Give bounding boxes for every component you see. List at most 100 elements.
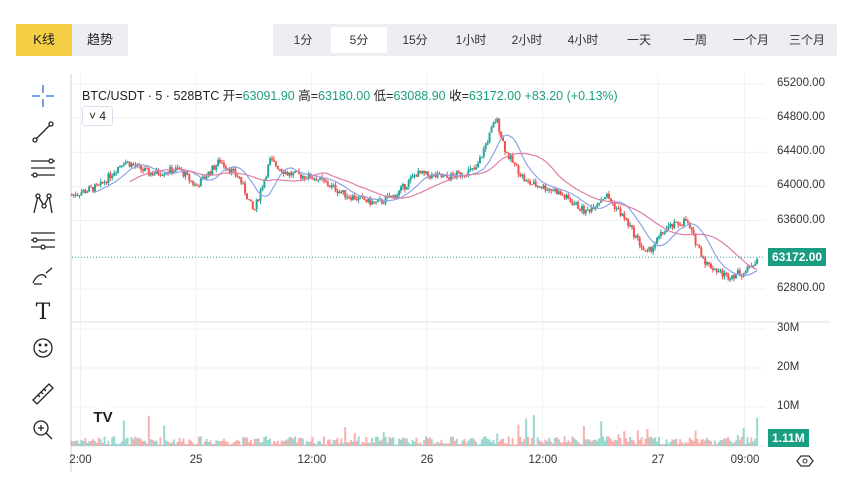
candle-body: [459, 172, 462, 177]
price-tick: 65200.00: [777, 76, 825, 89]
tab-trend[interactable]: 趋势: [86, 32, 113, 47]
volume-bar: [388, 436, 391, 446]
low-label: 低=: [373, 89, 394, 103]
volume-bar: [746, 437, 749, 446]
indicators-collapse-button[interactable]: ˅ 4: [82, 106, 114, 126]
volume-bar: [328, 439, 331, 446]
volume-bar: [367, 442, 370, 446]
candle-body: [711, 268, 714, 271]
candle-body: [380, 199, 383, 204]
volume-bar: [224, 441, 227, 446]
candle-body: [644, 250, 647, 252]
volume-bar: [182, 438, 185, 446]
candle-body: [97, 184, 100, 186]
volume-bar: [644, 438, 647, 446]
volume-bar: [451, 436, 454, 446]
text-icon[interactable]: T: [20, 294, 66, 330]
volume-bar: [740, 436, 743, 446]
volume-bar: [271, 444, 274, 446]
volume-bar: [600, 421, 603, 446]
volume-bar: [384, 436, 387, 446]
candle-body: [338, 191, 341, 194]
volume-bar: [563, 436, 566, 446]
candle-body: [713, 269, 716, 271]
candle-body: [376, 199, 379, 203]
parallel-channel-icon[interactable]: [20, 150, 66, 186]
pattern-icon[interactable]: [20, 186, 66, 222]
volume-bar: [167, 441, 170, 446]
candle-body: [617, 208, 620, 210]
volume-bar: [515, 444, 518, 446]
candle-body: [719, 270, 722, 272]
volume-bar: [242, 436, 245, 446]
period-15m[interactable]: 15分: [402, 33, 428, 47]
candle-body: [661, 232, 664, 234]
period-2h[interactable]: 2小时: [511, 33, 543, 47]
candle-body: [271, 158, 274, 160]
candle-body: [355, 199, 358, 201]
candle-body: [126, 161, 129, 163]
trend-line-icon[interactable]: [20, 114, 66, 150]
period-1h[interactable]: 1小时: [455, 33, 487, 47]
volume-bar: [244, 437, 247, 446]
emoji-icon[interactable]: [20, 330, 66, 366]
close-label: 收=: [449, 89, 469, 103]
volume-bar: [434, 443, 437, 446]
candle-body: [694, 233, 697, 245]
volume-bar: [371, 437, 374, 446]
period-1w[interactable]: 一周: [682, 33, 707, 47]
candle-body: [632, 226, 635, 238]
candle-body: [284, 172, 287, 174]
candle-body: [136, 164, 139, 167]
volume-bar: [488, 439, 491, 446]
volume-bar: [632, 440, 635, 446]
period-1d[interactable]: 一天: [626, 33, 651, 47]
candle-body: [723, 272, 726, 277]
volume-bar: [330, 443, 333, 446]
fib-icon[interactable]: [20, 222, 66, 258]
volume-bar: [490, 442, 493, 446]
period-1mo[interactable]: 一个月: [732, 33, 769, 47]
volume-bar: [378, 440, 381, 446]
volume-bar: [548, 437, 551, 446]
candle-body: [744, 271, 747, 274]
crosshair-icon[interactable]: [20, 78, 66, 114]
candle-body: [692, 230, 695, 234]
zoom-in-icon[interactable]: [20, 412, 66, 448]
candle-body: [184, 172, 187, 177]
volume-bar: [340, 438, 343, 446]
volume-bar: [426, 438, 429, 446]
volume-bar: [401, 437, 404, 446]
volume-bar: [305, 441, 308, 446]
brush-icon[interactable]: [20, 258, 66, 294]
candle-body: [232, 168, 235, 170]
volume-bar: [361, 441, 364, 446]
candle-body: [93, 184, 96, 192]
candle-body: [621, 213, 624, 216]
volume-bar: [473, 439, 476, 446]
period-1m[interactable]: 1分: [293, 33, 313, 47]
candle-body: [286, 172, 289, 176]
tab-kline[interactable]: K线: [16, 24, 72, 56]
ohlc-legend: BTC/USDT · 5 · 528BTC 开=63091.90 高=63180…: [82, 85, 618, 104]
view-tabs: K线 趋势: [16, 24, 128, 56]
period-4h[interactable]: 4小时: [567, 33, 599, 47]
volume-bar: [613, 440, 616, 446]
candle-body: [215, 165, 218, 170]
volume-bar: [446, 443, 449, 446]
volume-bar: [744, 443, 747, 446]
candle-body: [528, 181, 531, 185]
candle-body: [527, 180, 530, 182]
toolbar-divider[interactable]: [70, 74, 72, 472]
ruler-icon[interactable]: [20, 376, 66, 412]
volume-bar: [101, 442, 104, 446]
volume-bar: [706, 437, 709, 446]
settings-icon[interactable]: [796, 455, 814, 467]
candle-body: [607, 193, 610, 199]
volume-bar: [684, 442, 687, 446]
candle-body: [267, 164, 270, 177]
candle-body: [413, 175, 416, 177]
period-3mo[interactable]: 三个月: [788, 33, 825, 47]
period-5m[interactable]: 5分: [331, 27, 387, 53]
